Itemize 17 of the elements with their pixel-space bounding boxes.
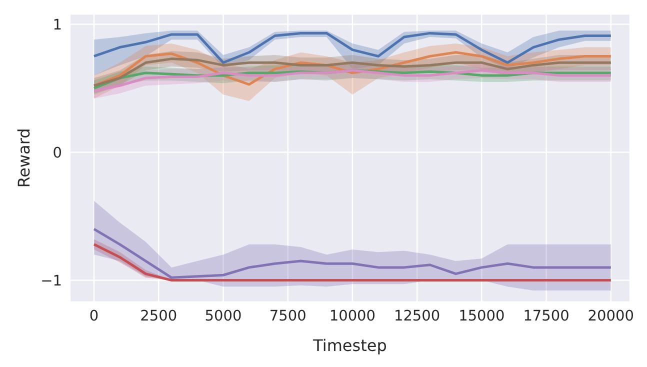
y-tick-label: 1 [52,17,62,34]
x-tick-label: 5000 [204,308,242,324]
x-axis-title: Timestep [312,336,387,355]
x-tick-label: 10000 [329,308,376,324]
x-tick-label: 0 [89,308,99,324]
x-tick-label: 2500 [140,308,178,324]
y-tick-label: 0 [52,145,62,162]
y-tick-label: −1 [40,273,62,290]
line-series [92,32,612,64]
x-tick-label: 15000 [458,308,505,324]
x-tick-label: 7500 [269,308,306,324]
y-axis-title: Reward [14,128,34,188]
x-tick-label: 12500 [394,308,440,324]
x-tick-label: 20000 [588,308,634,324]
x-tick-label: 17500 [523,308,570,324]
line-series [92,58,612,87]
line-series [92,228,612,279]
